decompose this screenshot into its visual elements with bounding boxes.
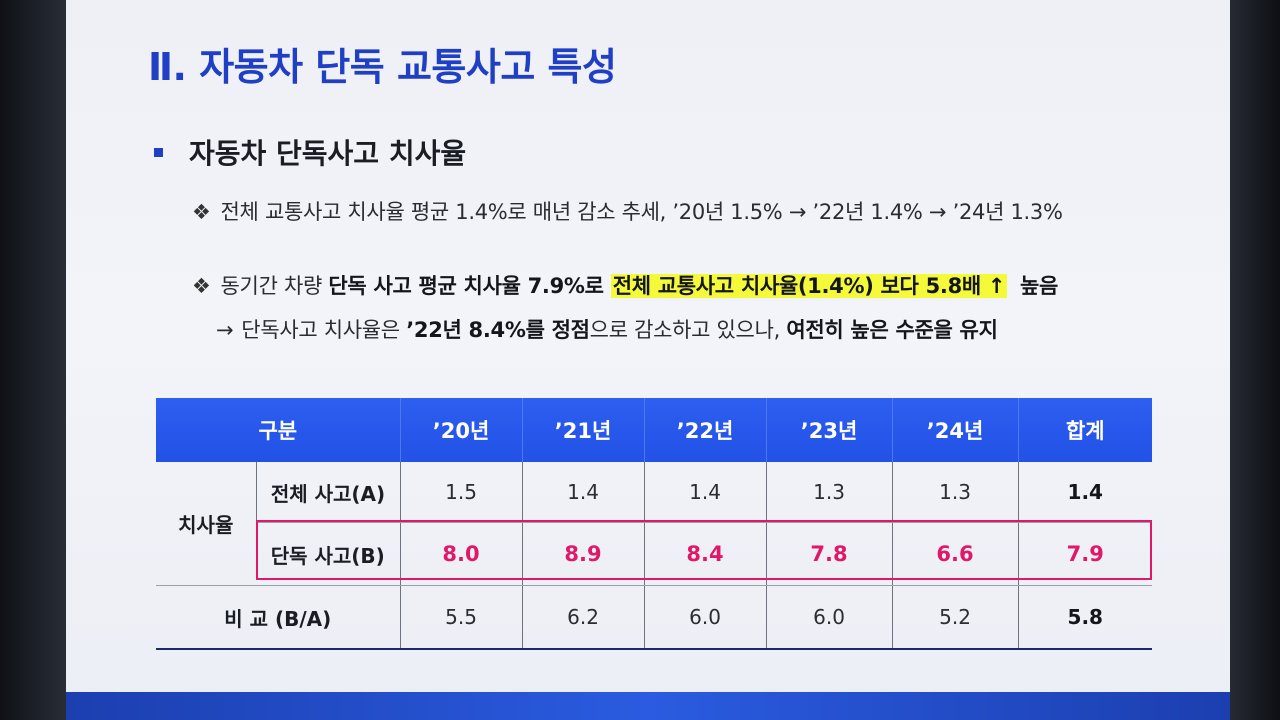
table-cell: 6.0 — [643, 585, 767, 650]
group-label-fatality-rate: 치사율 — [156, 462, 256, 586]
header-category: 구분 — [156, 398, 401, 462]
fatality-rate-table: 구분 ’20년 ’21년 ’22년 ’23년 ’24년 합계 치사율 전체 사고… — [156, 398, 1153, 650]
header-year-21: ’21년 — [521, 398, 645, 462]
table-cell-total: 7.9 — [1017, 522, 1153, 586]
table-row: 단독 사고(B) 8.0 8.9 8.4 7.8 6.6 7.9 — [156, 522, 1153, 586]
header-total: 합계 — [1017, 398, 1153, 462]
bullet-line-2-bold-1: 단독 사고 평균 치사율 7.9%로 — [328, 274, 611, 298]
bullet-line-3-text-1: 단독사고 치사율은 — [241, 318, 407, 342]
table-cell: 1.3 — [765, 462, 893, 523]
bullet-line-1-text: 전체 교통사고 치사율 평균 1.4%로 매년 감소 추세, ’20년 1.5%… — [220, 200, 1063, 224]
row-label-comparison: 비 교 (B/A) — [156, 585, 401, 650]
table-header-row: 구분 ’20년 ’21년 ’22년 ’23년 ’24년 합계 — [156, 398, 1153, 462]
header-year-22: ’22년 — [643, 398, 767, 462]
monitor-bezel-right — [1230, 0, 1280, 720]
table-cell: 1.4 — [521, 462, 645, 523]
slide-title: Ⅱ. 자동차 단독 교통사고 특성 — [148, 45, 617, 89]
diamond-bullet-icon: ❖ — [192, 274, 211, 298]
bullet-line-3-bold-2: 여전히 높은 수준을 유지 — [786, 318, 998, 342]
row-label-single-vehicle: 단독 사고(B) — [256, 522, 401, 586]
table-cell: 8.0 — [399, 522, 523, 586]
table-cell: 6.6 — [891, 522, 1019, 586]
monitor-bezel-left — [0, 0, 70, 720]
table-cell: 6.2 — [521, 585, 645, 650]
table-row: 치사율 전체 사고(A) 1.5 1.4 1.4 1.3 1.3 1.4 — [156, 462, 1153, 586]
diamond-bullet-icon: ❖ — [192, 200, 211, 224]
header-year-20: ’20년 — [399, 398, 523, 462]
bullet-line-3-bold-1: ’22년 8.4%를 정점 — [406, 318, 590, 342]
arrow-right-icon: → — [216, 318, 234, 342]
bullet-line-3: → 단독사고 치사율은 ’22년 8.4%를 정점으로 감소하고 있으나, 여전히… — [216, 314, 998, 344]
header-year-24: ’24년 — [891, 398, 1019, 462]
table-cell: 7.8 — [765, 522, 893, 586]
section-heading: 자동차 단독사고 치사율 — [189, 137, 467, 170]
table-cell: 8.4 — [643, 522, 767, 586]
bullet-line-1: ❖ 전체 교통사고 치사율 평균 1.4%로 매년 감소 추세, ’20년 1.5… — [192, 196, 1063, 226]
header-year-23: ’23년 — [765, 398, 893, 462]
bullet-line-2: ❖ 동기간 차량 단독 사고 평균 치사율 7.9%로 전체 교통사고 치사율(1… — [192, 270, 1058, 300]
table-row: 비 교 (B/A) 5.5 6.2 6.0 6.0 5.2 5.8 — [156, 585, 1153, 650]
table-cell-total: 5.8 — [1017, 585, 1153, 650]
slide-footer-band — [66, 692, 1230, 720]
table-cell: 5.5 — [399, 585, 523, 650]
table-cell: 1.5 — [399, 462, 523, 523]
row-label-total-accidents: 전체 사고(A) — [255, 462, 401, 523]
table-cell: 5.2 — [891, 585, 1019, 650]
table-cell: 1.3 — [891, 462, 1019, 523]
bullet-line-2-bold-2: 높음 — [1019, 274, 1059, 298]
table-cell: 8.9 — [521, 522, 645, 586]
table-cell: 1.4 — [643, 462, 767, 523]
bullet-line-2-highlight: 전체 교통사고 치사율(1.4%) 보다 5.8배 ↑ — [610, 274, 1008, 298]
bullet-line-2-text-1: 동기간 차량 — [220, 274, 329, 298]
table-cell: 6.0 — [765, 585, 893, 650]
presentation-slide: Ⅱ. 자동차 단독 교통사고 특성 자동차 단독사고 치사율 ❖ 전체 교통사고 … — [66, 0, 1230, 720]
table-cell-total: 1.4 — [1017, 462, 1153, 523]
square-bullet-icon — [154, 147, 163, 157]
bullet-line-3-text-2: 으로 감소하고 있으나, — [589, 318, 787, 342]
section-heading-row: 자동차 단독사고 치사율 — [154, 132, 466, 172]
